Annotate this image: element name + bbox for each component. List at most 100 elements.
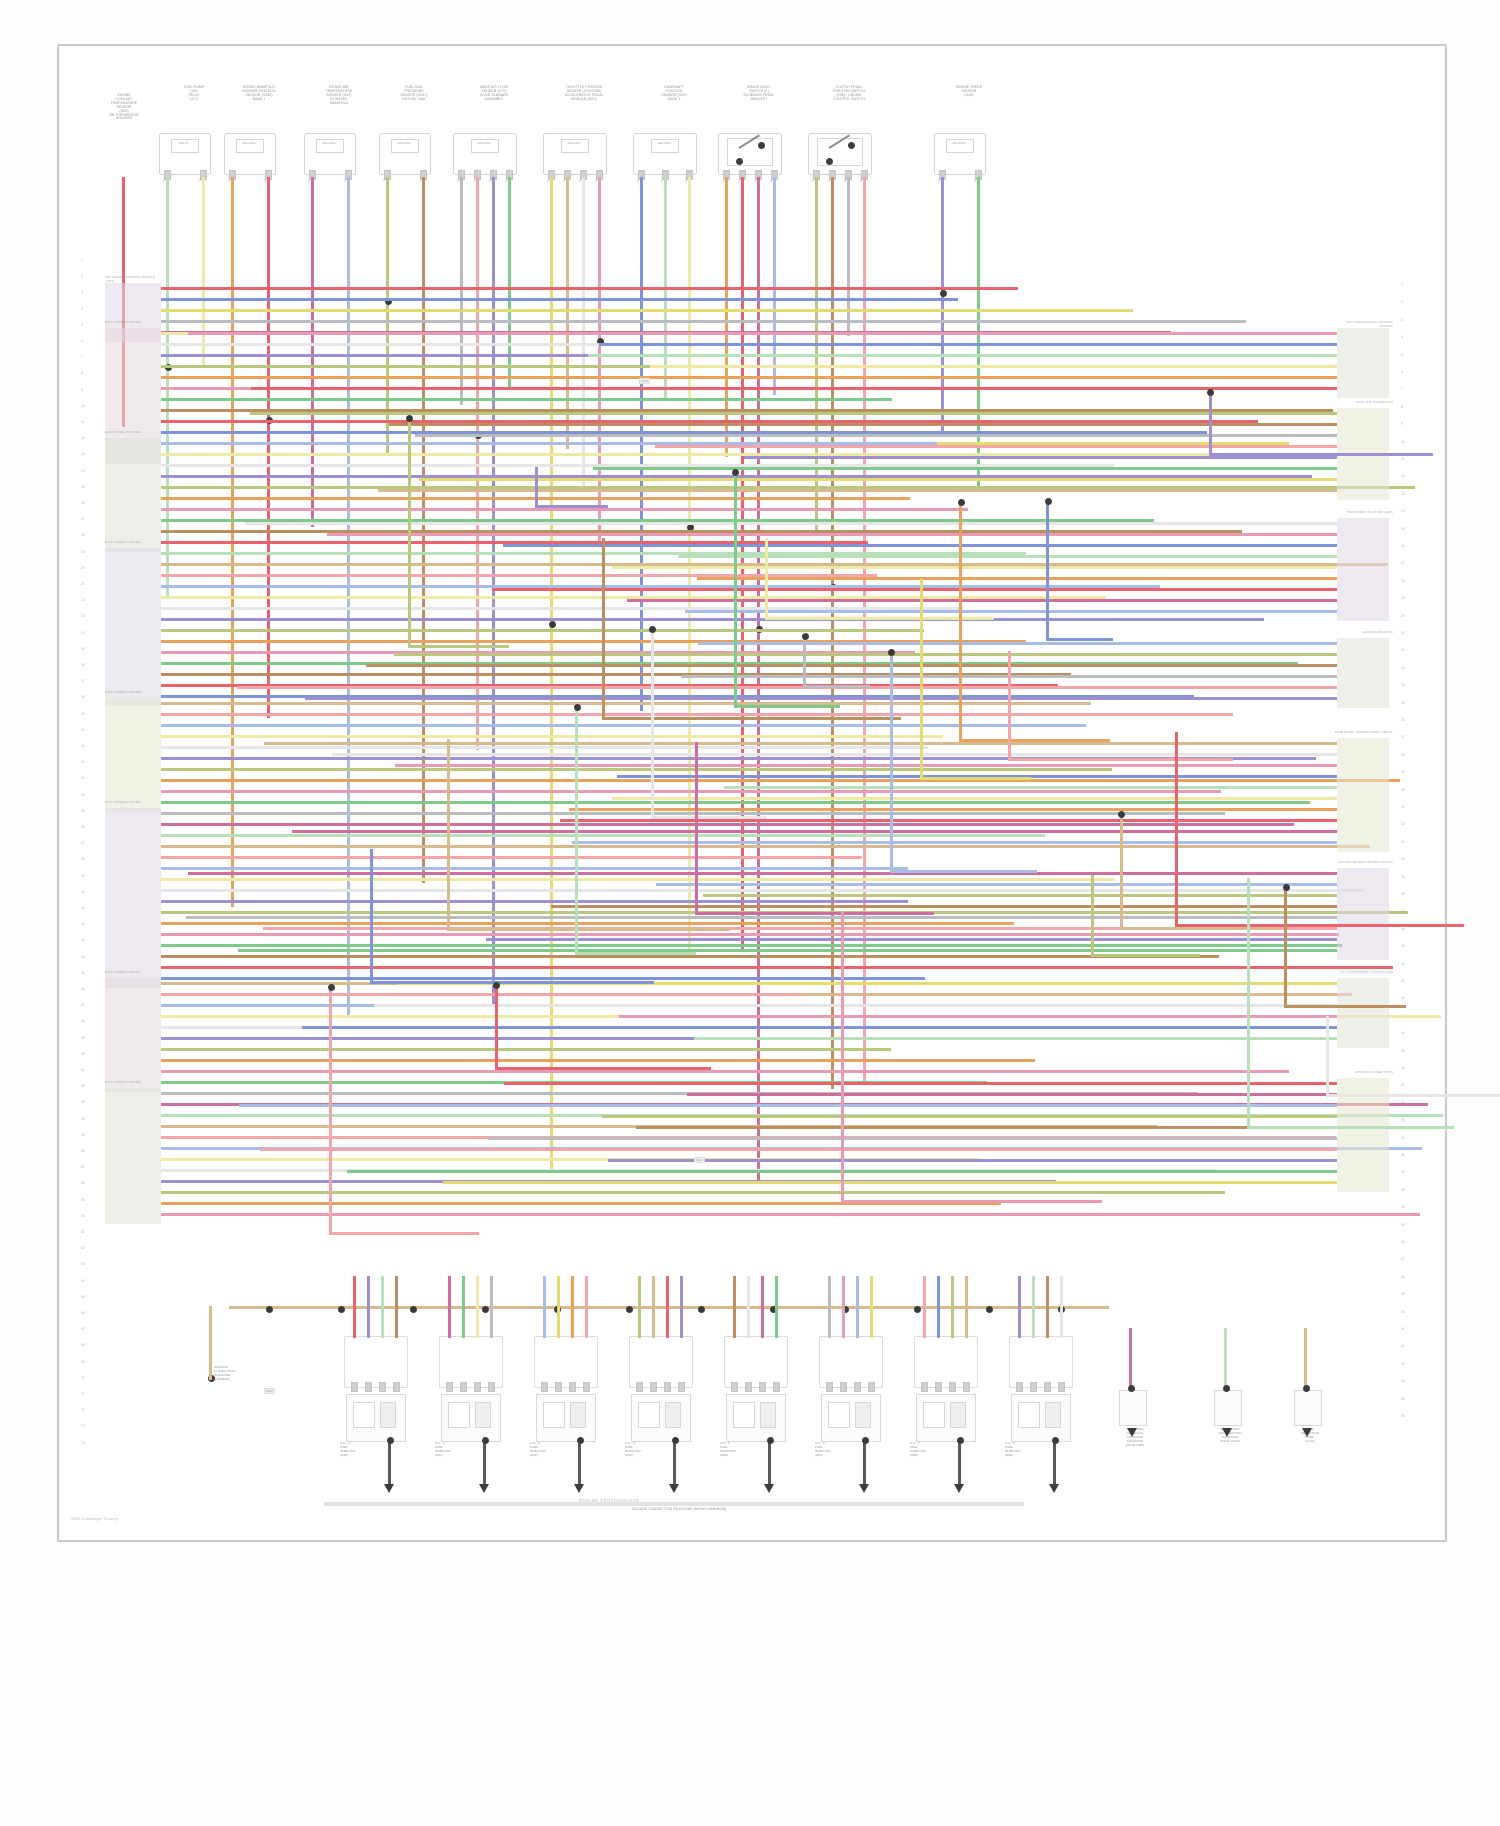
wire-left-L4-6 [161,618,1264,621]
injector-feed-M1-1 [367,1276,370,1338]
injector-pin-M2-1[interactable] [459,1382,467,1392]
injector-pin-M6-1[interactable] [839,1382,847,1392]
injector-pin-M8-3[interactable] [1057,1382,1065,1392]
right-connector-R8[interactable] [1337,1078,1389,1192]
injector-pin-M7-1[interactable] [934,1382,942,1392]
route-horizontal-1 [370,980,654,984]
injector-feed-M3-0 [543,1276,546,1338]
injector-pin-M2-3[interactable] [487,1382,495,1392]
wire-left-L7-1 [161,993,1352,996]
injector-pin-M4-3[interactable] [677,1382,685,1392]
left-connector-L6[interactable] [105,808,161,988]
right-row-number-20: 21 [1401,631,1405,635]
injector-pin-M3-2[interactable] [568,1382,576,1392]
injector-pin-M7-0[interactable] [920,1382,928,1392]
pin-label-c3-1: 1 [228,179,230,183]
drop-junction-28 [939,290,947,298]
wire-left-L1-1 [161,298,958,301]
injector-pin-M6-3[interactable] [867,1382,875,1392]
br-body-BR2[interactable] [1214,1390,1242,1426]
injector-label-M3: CYL. 3 FUEL INJECTOR (N32) [530,1441,546,1457]
injector-pin-M8-1[interactable] [1029,1382,1037,1392]
injector-pin-M6-0[interactable] [825,1382,833,1392]
injector-connector-M4[interactable] [629,1336,693,1388]
left-connector-L5[interactable] [105,698,161,812]
injector-pin-M1-3[interactable] [392,1382,400,1392]
left-row-number-15: 16 [81,501,85,505]
wire-left-L5-5 [161,757,1316,760]
injector-ground-wire-M2 [483,1440,486,1486]
drop-junction-7 [384,298,392,306]
injector-connector-M6[interactable] [819,1336,883,1388]
right-row-number-61: 62 [1401,1344,1405,1349]
right-connector-R3[interactable] [1337,518,1389,621]
left-row-number-28: 29 [81,711,85,716]
br-body-BR3[interactable] [1294,1390,1322,1426]
right-connector-R1[interactable] [1337,328,1389,398]
injector-pin-M6-2[interactable] [853,1382,861,1392]
injector-pin-M4-2[interactable] [663,1382,671,1392]
injector-connector-M7[interactable] [914,1336,978,1388]
right-row-number-54: 55 [1401,1222,1405,1227]
injector-pin-M1-2[interactable] [378,1382,386,1392]
injector-pin-M7-2[interactable] [948,1382,956,1392]
wire-left-L6-4 [161,856,862,859]
wire-left-L7-7 [161,1059,1035,1062]
injector-connector-M2[interactable] [439,1336,503,1388]
left-connector-L8[interactable] [105,1088,161,1224]
injector-pin-M4-1[interactable] [649,1382,657,1392]
injector-pin-M3-1[interactable] [554,1382,562,1392]
component-outline-c4[interactable] [304,133,356,175]
right-connector-title-R2: DATA LINK CONNECTOR [1356,400,1393,404]
injector-pin-M1-0[interactable] [350,1382,358,1392]
right-connector-R6[interactable] [1337,868,1389,960]
injector-pin-M2-2[interactable] [473,1382,481,1392]
pin-label-c5-1: 1 [383,179,385,183]
bus-tap-7 [770,1306,777,1313]
left-row-number-59: 60 [81,1213,85,1218]
drop-wire-12 [508,177,511,390]
injector-pin-M7-3[interactable] [962,1382,970,1392]
pin-label-c8-2: 2 [661,179,663,183]
br-body-BR1[interactable] [1119,1390,1147,1426]
left-row-number-50: 51 [81,1068,85,1072]
right-connector-R5[interactable] [1337,738,1389,852]
injector-pin-M3-3[interactable] [582,1382,590,1392]
injector-pin-M3-0[interactable] [540,1382,548,1392]
injector-pin-M5-1[interactable] [744,1382,752,1392]
right-connector-R4[interactable] [1337,638,1389,708]
route-vertical-15 [920,578,924,781]
right-row-number-62: 63 [1401,1361,1405,1366]
injector-pin-M8-0[interactable] [1015,1382,1023,1392]
bus-tap-0 [266,1306,273,1313]
injector-pin-M4-0[interactable] [635,1382,643,1392]
route-horizontal-19 [1090,953,1200,957]
injector-pin-M5-3[interactable] [772,1382,780,1392]
injector-core-M6 [855,1402,871,1428]
ground-bus-label: GROUND CONNECTION (IN ENGINE WIRING HARN… [631,1507,727,1511]
injector-pin-M5-0[interactable] [730,1382,738,1392]
injector-connector-M1[interactable] [344,1336,408,1388]
left-connector-L7[interactable] [105,978,161,1092]
left-row-number-33: 34 [81,792,85,797]
right-row-number-8: 9 [1401,422,1403,427]
injector-label-M6: CYL. 6 FUEL INJECTOR (N84) [815,1441,831,1457]
left-connector-L3[interactable] [105,438,161,552]
injector-connector-M3[interactable] [534,1336,598,1388]
right-connector-R7[interactable] [1337,978,1389,1048]
wire-right-R3-3 [678,555,1337,558]
sensor-symbol-text-c7: SENSOR [567,141,581,145]
injector-pin-M1-1[interactable] [364,1382,372,1392]
component-outline-c7[interactable] [543,133,607,175]
left-connector-L4[interactable] [105,548,161,706]
left-row-number-46: 47 [81,1003,85,1008]
pin-label-c3-2: 2 [264,179,266,183]
wire-left-L1-3 [161,320,1246,323]
pin-label-c8-3: 3 [685,179,687,183]
wire-left-L4-13 [161,695,1194,698]
injector-connector-M8[interactable] [1009,1336,1073,1388]
injector-pin-M5-2[interactable] [758,1382,766,1392]
injector-connector-M5[interactable] [724,1336,788,1388]
injector-pin-M2-0[interactable] [445,1382,453,1392]
injector-pin-M8-2[interactable] [1043,1382,1051,1392]
